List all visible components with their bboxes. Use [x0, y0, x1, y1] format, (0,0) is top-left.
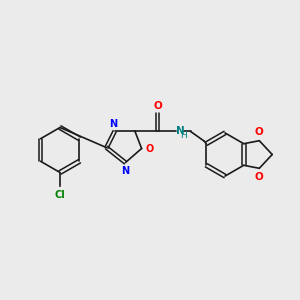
Text: O: O [254, 172, 263, 182]
Text: N: N [121, 166, 129, 176]
Text: Cl: Cl [55, 190, 65, 200]
Text: O: O [145, 143, 153, 154]
Text: O: O [153, 101, 162, 111]
Text: O: O [254, 127, 263, 137]
Text: N: N [109, 119, 117, 129]
Text: N: N [176, 126, 185, 136]
Text: H: H [180, 131, 187, 140]
